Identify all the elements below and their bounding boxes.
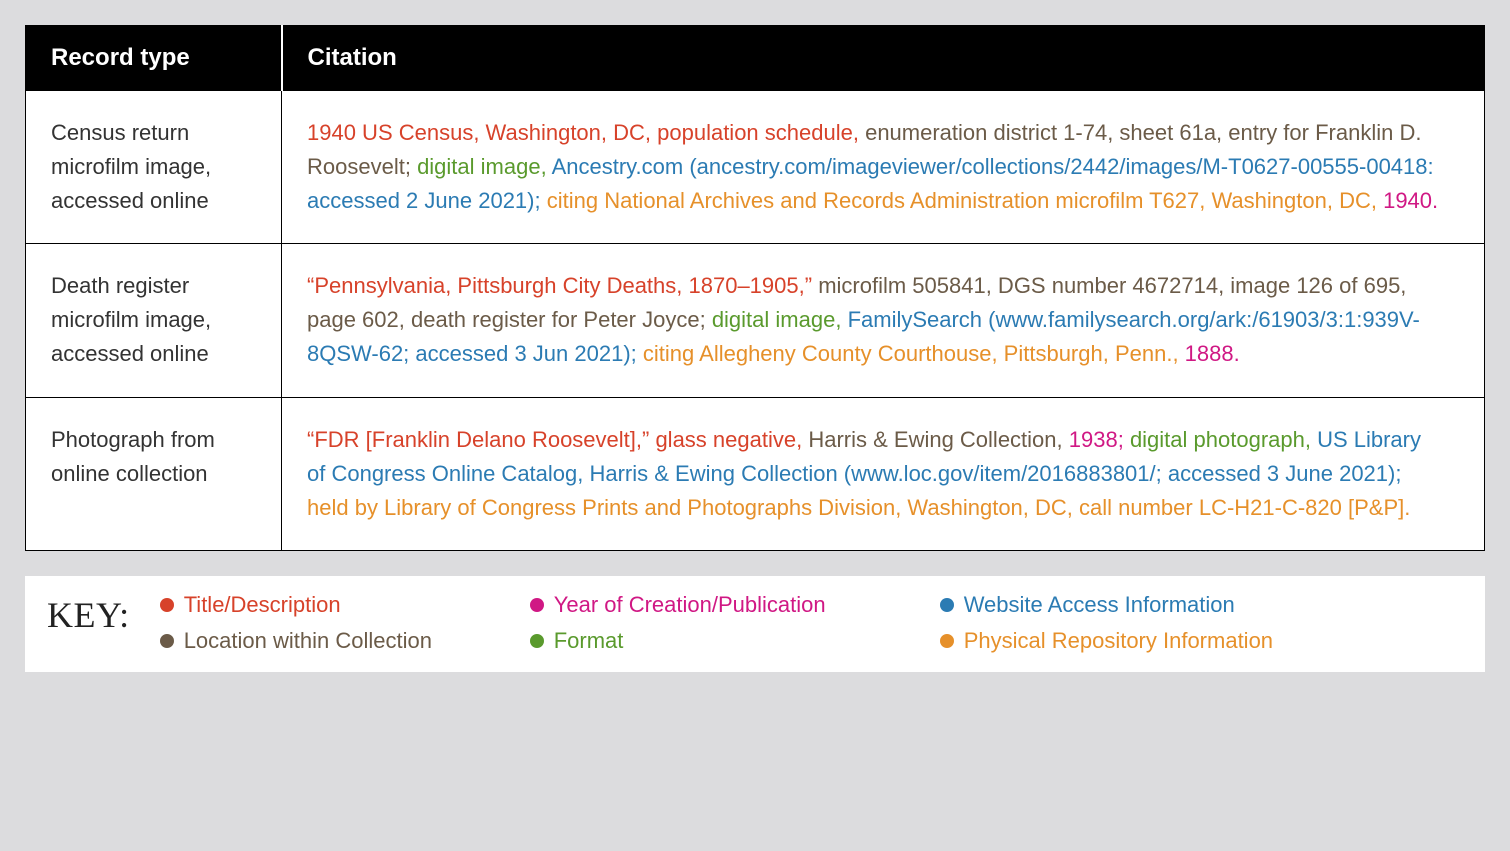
citation-year: 1940.: [1383, 188, 1438, 213]
citation-repo: held by Library of Congress Prints and P…: [307, 495, 1410, 520]
citation-format: digital image,: [417, 154, 552, 179]
key-text: Format: [554, 628, 624, 654]
key-item-web: Website Access Information: [940, 592, 1320, 618]
dot-icon: [940, 598, 954, 612]
citation-year: 1938;: [1069, 427, 1130, 452]
key-text: Physical Repository Information: [964, 628, 1273, 654]
header-citation: Citation: [282, 26, 1485, 91]
key-text: Title/Description: [184, 592, 341, 618]
dot-icon: [530, 634, 544, 648]
table-row: Census return microfilm image, accessed …: [26, 91, 1485, 244]
key-text: Website Access Information: [964, 592, 1235, 618]
key-legend: KEY: Title/Description Year of Creation/…: [25, 576, 1485, 672]
citation-format: digital photograph,: [1130, 427, 1317, 452]
header-row: Record type Citation: [26, 26, 1485, 91]
dot-icon: [530, 598, 544, 612]
key-item-repository: Physical Repository Information: [940, 628, 1320, 654]
key-text: Year of Creation/Publication: [554, 592, 826, 618]
key-text: Location within Collection: [184, 628, 432, 654]
dot-icon: [940, 634, 954, 648]
citation-format: digital image,: [712, 307, 848, 332]
key-item-year: Year of Creation/Publication: [530, 592, 910, 618]
key-item-format: Format: [530, 628, 910, 654]
key-item-location: Location within Collection: [160, 628, 500, 654]
citation-table: Record type Citation Census return micro…: [25, 25, 1485, 551]
citation-title: 1940 US Census, Washington, DC, populati…: [307, 120, 865, 145]
record-type-cell: Photograph from online collection: [26, 397, 282, 550]
key-grid: Title/Description Year of Creation/Publi…: [160, 592, 1463, 654]
citation-year: 1888.: [1185, 341, 1240, 366]
citation-title: “Pennsylvania, Pittsburgh City Deaths, 1…: [307, 273, 818, 298]
key-item-title: Title/Description: [160, 592, 500, 618]
record-type-cell: Death register microfilm image, accessed…: [26, 244, 282, 397]
header-record-type: Record type: [26, 26, 282, 91]
citation-repo: citing Allegheny County Courthouse, Pitt…: [643, 341, 1185, 366]
table-row: Death register microfilm image, accessed…: [26, 244, 1485, 397]
key-label: KEY:: [47, 592, 130, 636]
citation-location: Harris & Ewing Collection,: [808, 427, 1068, 452]
citation-cell: “Pennsylvania, Pittsburgh City Deaths, 1…: [282, 244, 1485, 397]
dot-icon: [160, 634, 174, 648]
table-row: Photograph from online collection “FDR […: [26, 397, 1485, 550]
dot-icon: [160, 598, 174, 612]
citation-repo: citing National Archives and Records Adm…: [547, 188, 1383, 213]
citation-cell: “FDR [Franklin Delano Roosevelt],” glass…: [282, 397, 1485, 550]
record-type-cell: Census return microfilm image, accessed …: [26, 91, 282, 244]
citation-cell: 1940 US Census, Washington, DC, populati…: [282, 91, 1485, 244]
citation-title: “FDR [Franklin Delano Roosevelt],” glass…: [307, 427, 808, 452]
